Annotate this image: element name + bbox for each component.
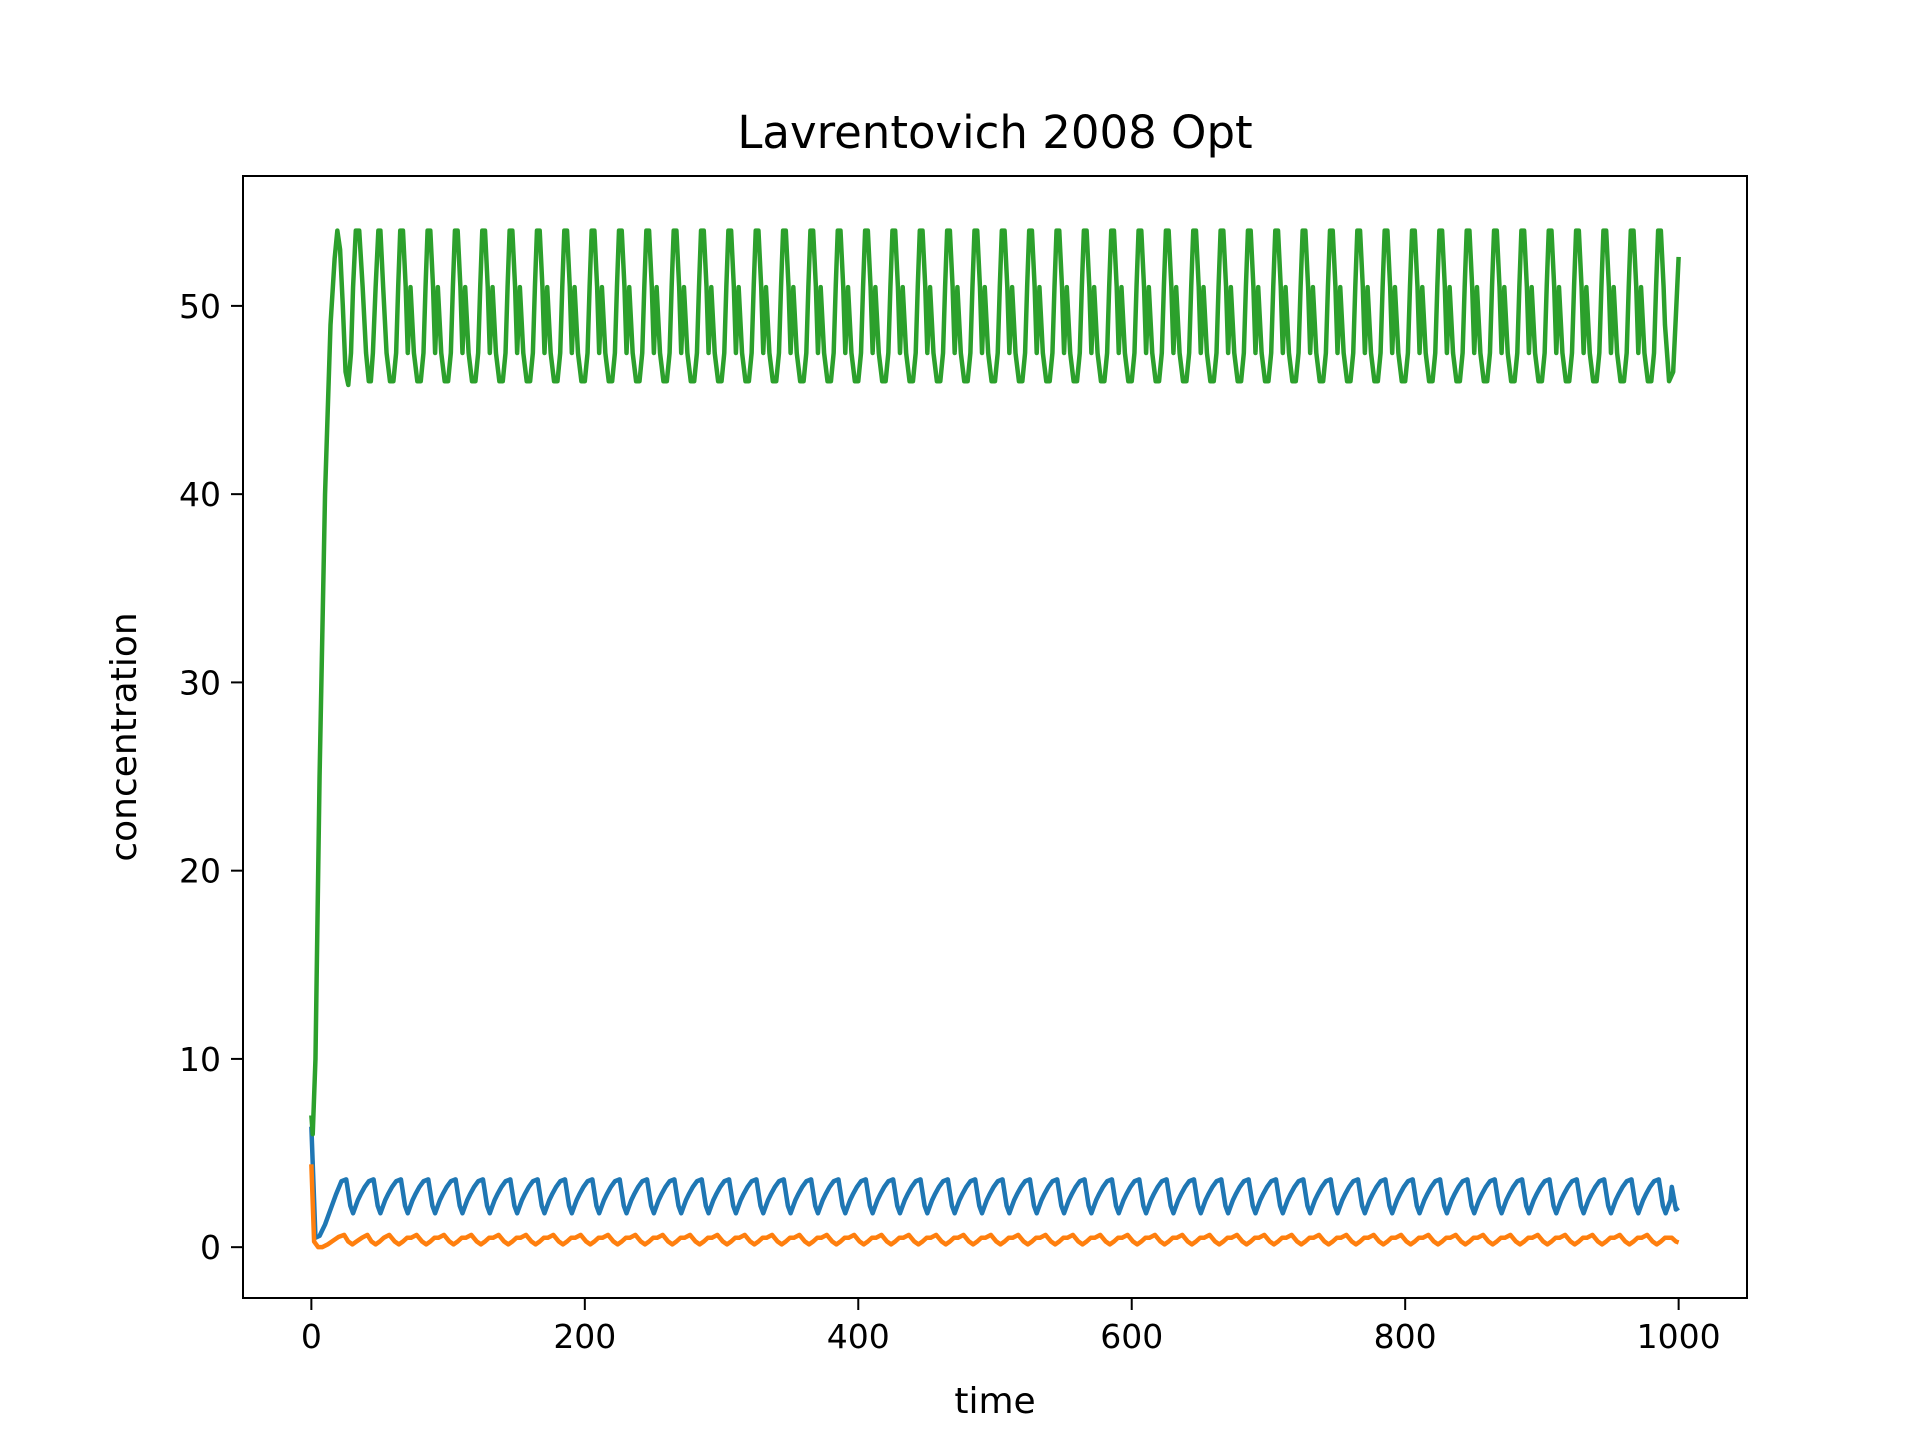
series-line-3 [309,228,1681,1137]
x-axis-label: time [954,1381,1035,1422]
series-layer [309,228,1681,1250]
y-axis-label: concentration [104,612,145,861]
x-tick-label: 800 [1374,1317,1437,1356]
y-tick-label: 30 [179,663,221,702]
x-tick-label: 400 [827,1317,890,1356]
y-axis: 0 10 20 30 40 50 [179,287,243,1267]
x-tick-label: 600 [1100,1317,1163,1356]
x-tick-label: 1000 [1637,1317,1721,1356]
series-line-2 [309,1164,1680,1250]
series-line-1 [309,1126,1680,1241]
plot-frame [242,175,1748,1299]
y-tick-label: 40 [179,475,221,514]
x-tick-label: 200 [553,1317,616,1356]
y-tick-label: 20 [179,852,221,891]
y-tick-label: 10 [179,1040,221,1079]
x-tick-label: 0 [301,1317,322,1356]
x-axis: 0 200 400 600 800 1000 [301,1298,1721,1356]
y-tick-label: 0 [200,1228,221,1267]
chart-title: Lavrentovich 2008 Opt [737,106,1252,159]
y-tick-label: 50 [179,287,221,326]
